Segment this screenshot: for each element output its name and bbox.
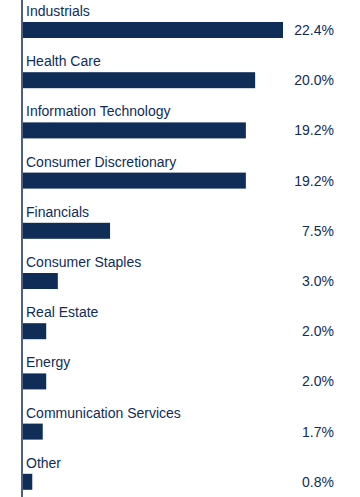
category-label: Other [26,455,61,471]
category-label: Information Technology [26,103,171,119]
data-label: 22.4% [294,22,334,38]
data-label: 1.7% [302,424,334,440]
category-label: Communication Services [26,405,181,421]
bar [23,373,46,389]
chart: Industrials 22.4% Health Care 20.0% Informat… [0,0,360,497]
bar [23,223,110,239]
bars [23,22,283,490]
data-label: 2.0% [302,373,334,389]
bar [23,72,255,88]
category-label: Consumer Staples [26,254,141,270]
data-label: 0.8% [302,474,334,490]
bar [23,424,43,440]
category-label: Health Care [26,53,101,69]
bar [23,273,58,289]
data-label: 19.2% [294,122,334,138]
bar [23,22,283,38]
category-label: Industrials [26,3,90,19]
data-label: 19.2% [294,173,334,189]
category-label: Energy [26,354,70,370]
bar [23,122,246,138]
bar [23,474,32,490]
data-label: 3.0% [302,273,334,289]
category-label: Financials [26,204,89,220]
axis-line [21,0,23,497]
bar [23,323,46,339]
data-label: 20.0% [294,72,334,88]
data-label: 2.0% [302,323,334,339]
category-label: Consumer Discretionary [26,154,176,170]
data-label: 7.5% [302,223,334,239]
category-label: Real Estate [26,304,99,320]
bar [23,173,246,189]
